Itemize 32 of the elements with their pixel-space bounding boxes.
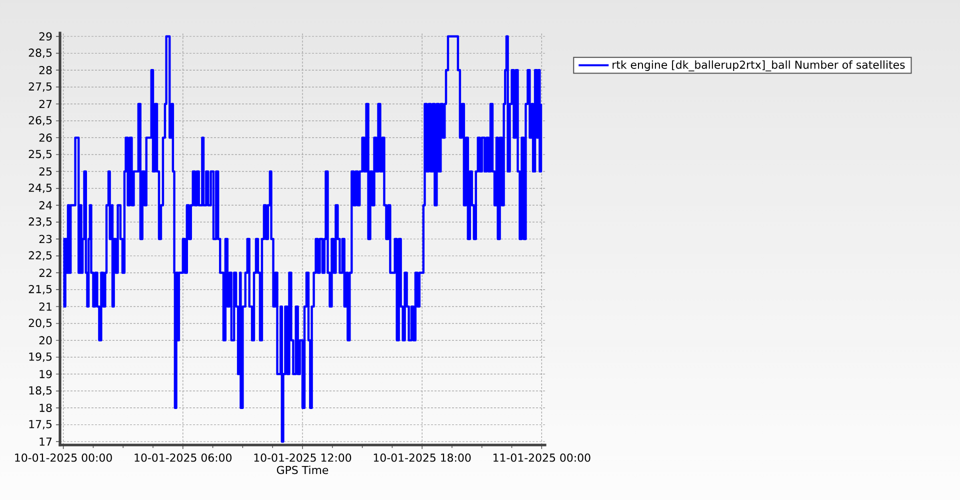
y-tick-label: 21,5 <box>28 284 52 294</box>
x-tick-label: 10-01-2025 06:00 <box>134 454 232 462</box>
y-tick-label: 20,5 <box>28 318 52 328</box>
x-tick-label: 10-01-2025 00:00 <box>15 454 112 462</box>
y-tick-label: 22 <box>39 268 52 277</box>
y-tick-label: 26,5 <box>28 116 52 126</box>
y-tick-label: 27,5 <box>28 82 52 92</box>
y-tick-label: 21 <box>39 302 52 311</box>
y-tick-label: 24,5 <box>28 184 52 194</box>
y-tick-label: 18,5 <box>29 386 52 396</box>
y-tick-label: 24 <box>39 201 52 210</box>
y-tick-label: 25 <box>39 167 52 176</box>
y-tick-label: 19 <box>40 370 52 378</box>
y-tick-label: 26 <box>39 134 52 142</box>
x-tick-label: 11-01-2025 00:00 <box>494 454 590 462</box>
x-tick-label: 10-01-2025 18:00 <box>374 454 471 462</box>
y-tick-label: 22,5 <box>28 251 52 261</box>
y-tick-label: 20 <box>39 336 52 344</box>
y-tick-label: 27 <box>39 100 52 108</box>
y-tick-label: 23 <box>39 234 52 244</box>
y-tick-label: 29 <box>39 32 52 41</box>
y-tick-label: 28,5 <box>28 48 52 58</box>
x-tick-label: 10-01-2025 12:00 <box>254 454 352 462</box>
y-tick-label: 17 <box>40 438 52 446</box>
y-tick-label: 19,5 <box>29 352 52 362</box>
legend-label: rtk engine [dk_ballerup2rtx]_ball Number of satellites <box>612 60 905 72</box>
y-tick-label: 25,5 <box>28 150 52 160</box>
y-tick-label: 18 <box>40 404 52 412</box>
y-tick-label: 28 <box>39 66 52 74</box>
y-tick-label: 23,5 <box>28 217 52 227</box>
y-tick-label: 17,5 <box>29 420 52 430</box>
x-axis-title: GPS Time <box>276 466 328 474</box>
